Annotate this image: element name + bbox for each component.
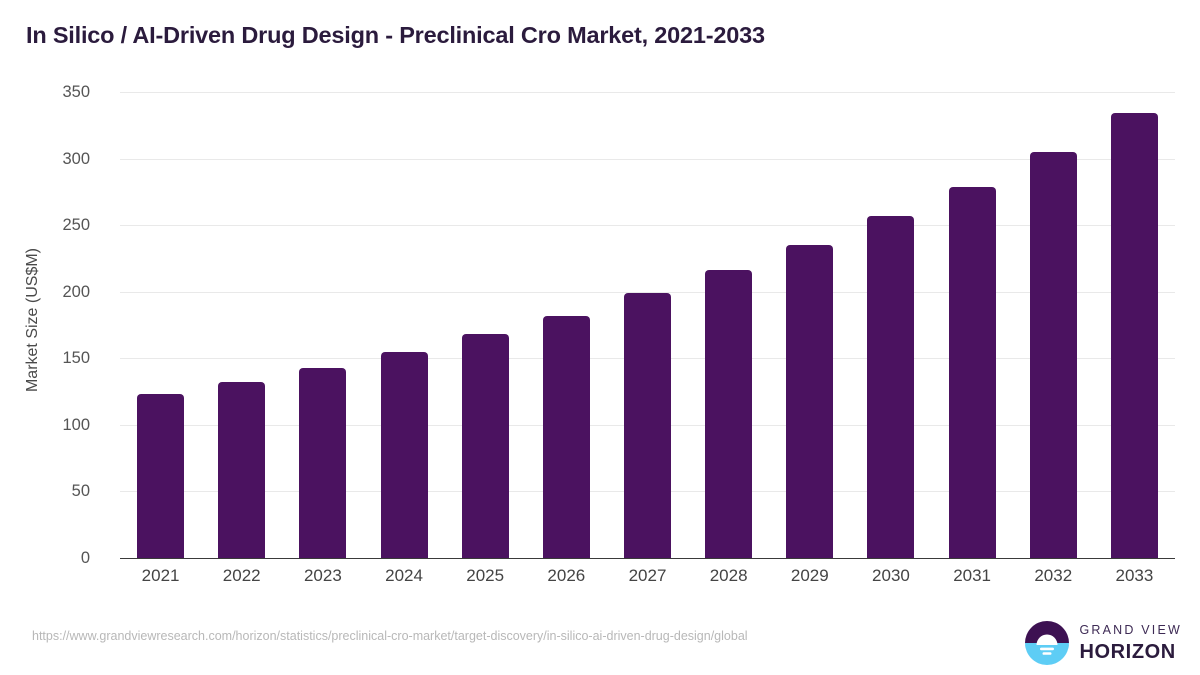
bar[interactable] bbox=[624, 293, 672, 558]
bar[interactable] bbox=[461, 334, 509, 558]
bar-slot bbox=[445, 92, 526, 558]
bar[interactable] bbox=[786, 245, 834, 558]
brand-logo-text: GRAND VIEW HORIZON bbox=[1079, 624, 1182, 662]
bar-slot bbox=[850, 92, 931, 558]
bar-series bbox=[120, 92, 1175, 558]
brand-name-line2: HORIZON bbox=[1079, 640, 1176, 663]
y-axis-tick-label: 100 bbox=[62, 415, 90, 434]
gridline bbox=[120, 225, 1175, 227]
bar-slot bbox=[1094, 92, 1175, 558]
source-url[interactable]: https://www.grandviewresearch.com/horizo… bbox=[32, 629, 748, 643]
brand-name-line1: GRAND VIEW bbox=[1079, 623, 1182, 638]
bar[interactable] bbox=[867, 215, 915, 558]
bar-slot bbox=[688, 92, 769, 558]
y-axis-tick-label: 200 bbox=[62, 282, 90, 301]
gridline bbox=[120, 92, 1175, 93]
bar-slot bbox=[282, 92, 363, 558]
x-axis-tick-label: 2026 bbox=[547, 566, 586, 585]
bar[interactable] bbox=[218, 382, 266, 558]
x-axis-line bbox=[120, 557, 1175, 559]
x-axis-tick-label: 2028 bbox=[709, 566, 748, 585]
x-axis-tick-label: 2027 bbox=[628, 566, 667, 585]
y-axis-label-text: Market Size (US$M) bbox=[24, 247, 41, 393]
x-axis-tick-label: 2025 bbox=[466, 566, 505, 585]
horizon-sunrise-icon bbox=[1024, 620, 1070, 666]
bar[interactable] bbox=[948, 186, 996, 558]
y-axis-tick-label: 0 bbox=[80, 549, 90, 567]
x-axis-tick-label: 2029 bbox=[790, 566, 829, 585]
y-axis-tick-label: 300 bbox=[62, 149, 90, 168]
y-axis-tick-label: 250 bbox=[62, 216, 90, 235]
bar-slot bbox=[120, 92, 201, 558]
x-axis-tick-label: 2031 bbox=[953, 566, 992, 585]
bar-slot bbox=[526, 92, 607, 558]
x-axis-tick-label: 2021 bbox=[141, 566, 180, 585]
bar[interactable] bbox=[542, 315, 590, 558]
bar-slot bbox=[769, 92, 850, 558]
gridline bbox=[120, 158, 1175, 160]
x-axis-tick-label: 2033 bbox=[1115, 566, 1154, 585]
plot-inner: 0 50 100 150 200 250 300 350 2021 2022 2023 2024 20… bbox=[62, 83, 1175, 585]
x-axis-tick-label: 2030 bbox=[872, 566, 910, 585]
x-axis-tick-label: 2024 bbox=[385, 566, 423, 585]
bar-slot bbox=[607, 92, 688, 558]
bar[interactable] bbox=[1110, 113, 1158, 558]
x-axis-tick-label: 2032 bbox=[1034, 566, 1073, 585]
y-axis-tick-label: 150 bbox=[62, 349, 90, 368]
bar-slot bbox=[932, 92, 1013, 558]
brand-logo: GRAND VIEW HORIZON bbox=[1024, 620, 1182, 666]
bar-slot bbox=[363, 92, 444, 558]
page-title: In Silico / AI-Driven Drug Design - Prec… bbox=[26, 22, 765, 48]
bar[interactable] bbox=[1029, 151, 1077, 558]
bar[interactable] bbox=[137, 394, 185, 558]
plot-area: Market Size (US$M) 0 50 100 150 200 250 300 350… bbox=[0, 75, 1200, 585]
y-axis-tick-label: 50 bbox=[71, 482, 90, 501]
bar[interactable] bbox=[705, 270, 753, 558]
bar-slot bbox=[201, 92, 282, 558]
y-axis-tick-label: 350 bbox=[62, 83, 90, 101]
gridline bbox=[120, 291, 1175, 293]
bar[interactable] bbox=[380, 351, 428, 558]
x-axis-tick-label: 2022 bbox=[222, 566, 261, 585]
bar-slot bbox=[1013, 92, 1094, 558]
bar[interactable] bbox=[299, 367, 347, 558]
x-axis-tick-label: 2023 bbox=[303, 566, 342, 585]
